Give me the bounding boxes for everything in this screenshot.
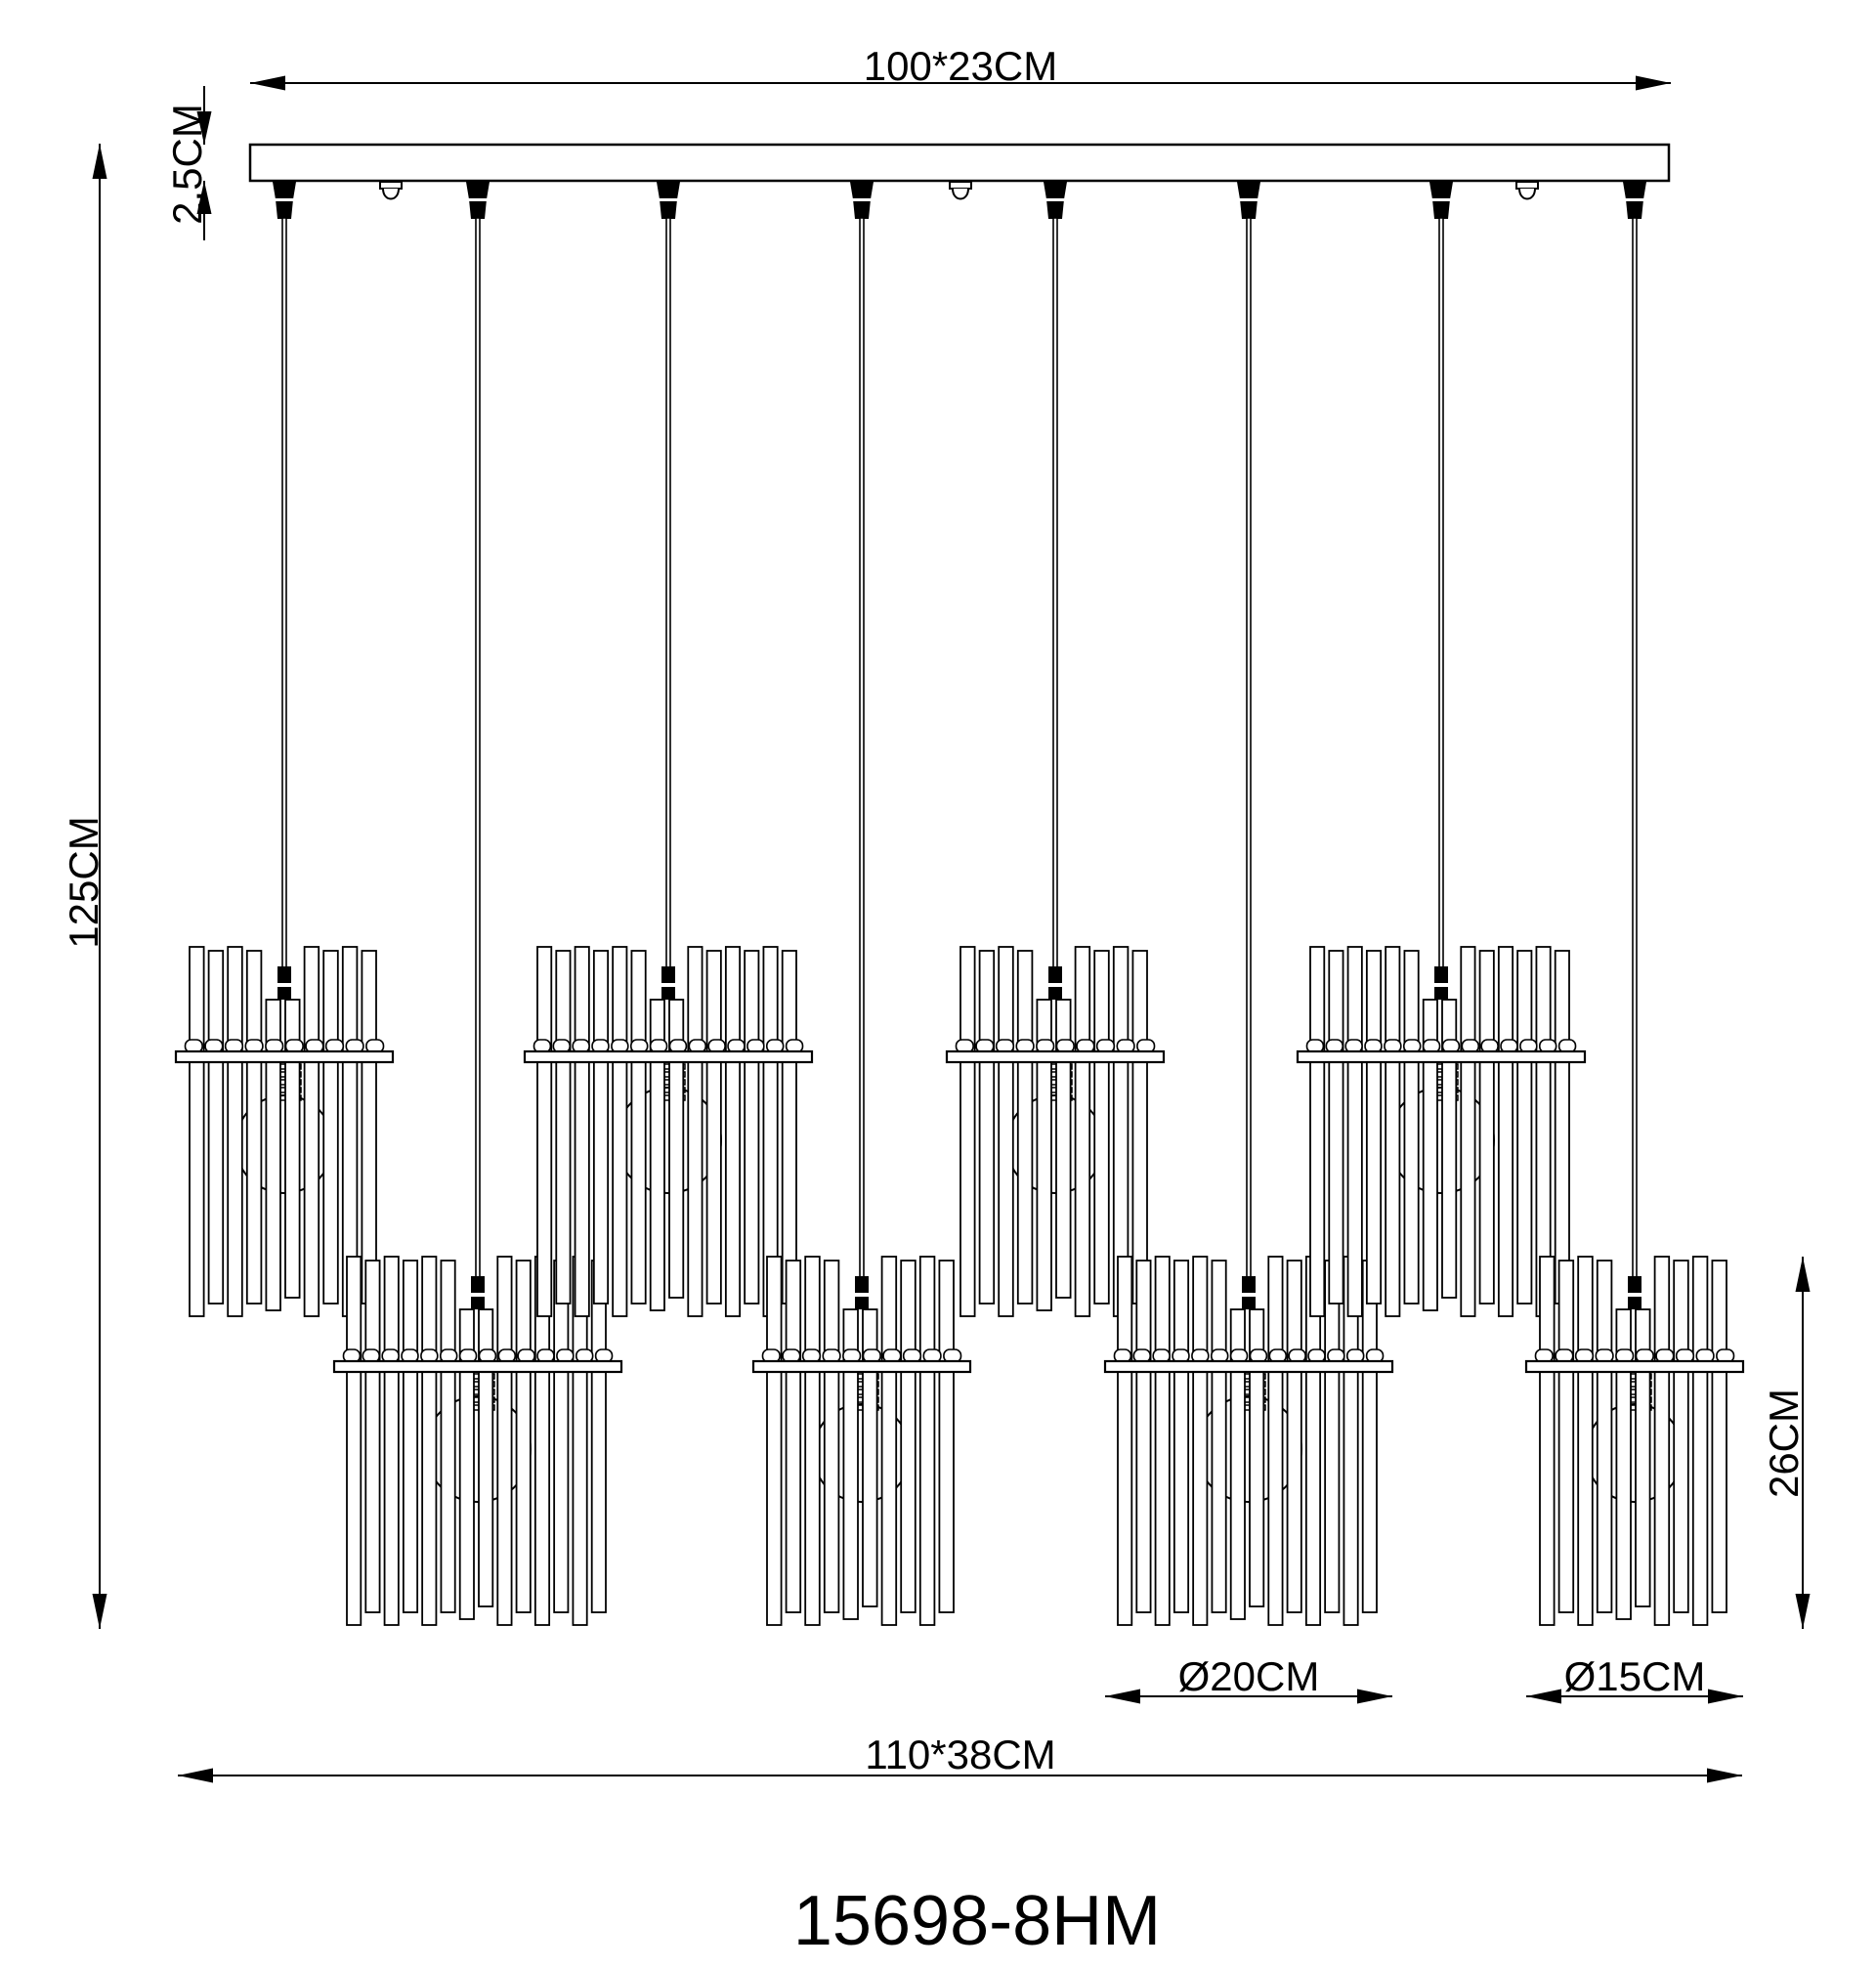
overall-size-label: 110*38CM — [865, 1732, 1055, 1777]
pendant-lamp-7-d20 — [1296, 182, 1587, 1317]
small-diameter-label: Ø15CM — [1564, 1653, 1706, 1699]
canopy-width-label: 100*23CM — [864, 43, 1057, 89]
dimension-large-diameter: Ø20CM — [1105, 1653, 1392, 1704]
dimension-canopy-width: 100*23CM — [250, 43, 1671, 91]
shade-height-label: 26CM — [1761, 1389, 1807, 1498]
model-number-label: 15698-8HM — [793, 1882, 1161, 1960]
pendant-lamp-4-d15 — [751, 182, 972, 1626]
dimension-canopy-thickness: 2.5CM — [164, 86, 212, 240]
pendant-lamp-2-d20 — [332, 182, 623, 1626]
dimension-shade-height: 26CM — [1761, 1257, 1811, 1629]
dimension-overall-size: 110*38CM — [178, 1732, 1742, 1783]
dimension-drop-height: 125CM — [61, 144, 107, 1629]
drop-height-label: 125CM — [61, 816, 107, 948]
canopy-thickness-label: 2.5CM — [164, 104, 210, 225]
pendant-lamp-5-d15 — [945, 182, 1166, 1317]
large-diameter-label: Ø20CM — [1178, 1653, 1320, 1699]
pendant-lamp-8-d15 — [1524, 182, 1745, 1626]
pendant-lamp-1-d15 — [174, 182, 395, 1317]
dimension-small-diameter: Ø15CM — [1526, 1653, 1743, 1704]
ceiling-plate — [248, 143, 1671, 200]
pendant-lamp-3-d20 — [523, 182, 814, 1317]
